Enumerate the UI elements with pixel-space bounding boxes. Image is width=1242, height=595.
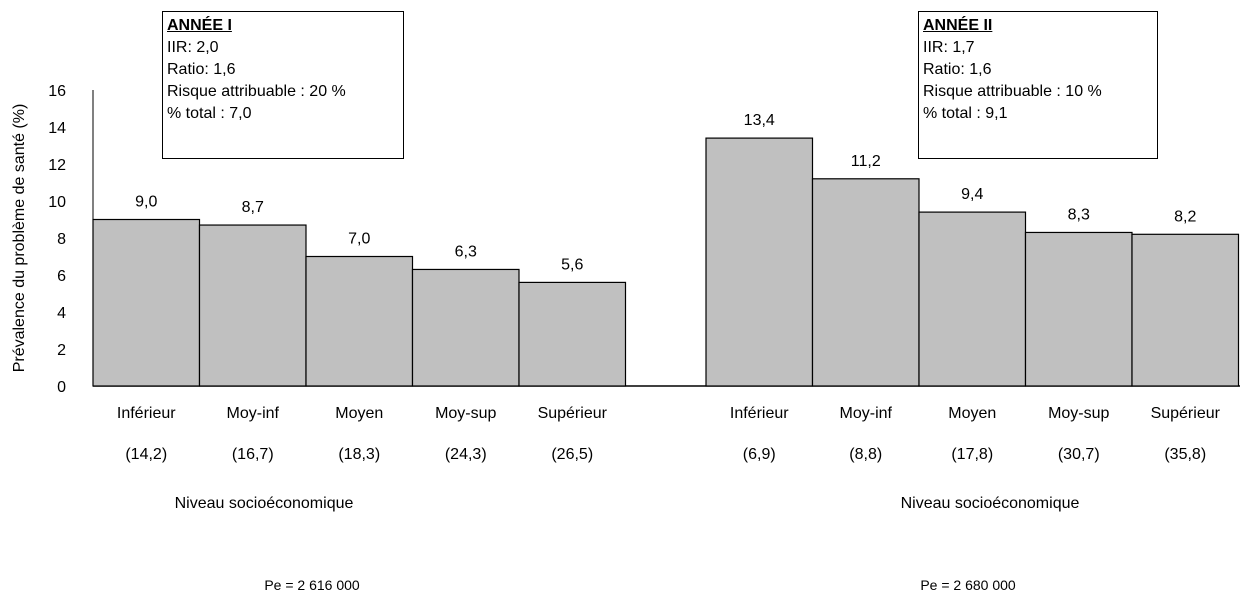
- y-axis-label: Prévalence du problème de santé (%): [11, 104, 28, 373]
- x-category-label: Moy-sup: [1048, 405, 1109, 422]
- bar: [811, 178, 920, 387]
- chart-labels: 9,0 Inférieur (14,2) 8,7 Moy-inf (16,7) 7,0 Moy…: [117, 112, 1221, 593]
- bar-value-label: 8,7: [242, 199, 264, 216]
- x-category-share: (18,3): [338, 446, 380, 463]
- x-category-label: Supérieur: [1151, 405, 1221, 422]
- x-category-label: Moyen: [948, 405, 996, 422]
- y-tick-label: 6: [57, 268, 66, 285]
- y-tick-label: 0: [57, 379, 66, 396]
- x-category-label: Inférieur: [730, 405, 789, 422]
- population-label: Pe = 2 616 000: [264, 577, 360, 593]
- bar: [198, 224, 307, 387]
- bar: [518, 281, 627, 387]
- bar-value-label: 13,4: [744, 112, 775, 129]
- bar-value-label: 8,3: [1068, 206, 1090, 223]
- info-iir: IIR: 1,7: [923, 39, 975, 56]
- info-ratio: Ratio: 1,6: [923, 61, 992, 78]
- bar-value-label: 5,6: [561, 256, 583, 273]
- x-category-label: Moy-inf: [227, 405, 280, 422]
- info-box-year-1: ANNÉE I IIR: 2,0 Ratio: 1,6 Risque attri…: [162, 11, 404, 159]
- bar: [705, 137, 814, 387]
- info-iir: IIR: 2,0: [167, 39, 219, 56]
- population-label: Pe = 2 680 000: [920, 577, 1016, 593]
- x-category-label: Moy-inf: [840, 405, 893, 422]
- info-attributable-risk: Risque attribuable : 20 %: [167, 83, 346, 100]
- x-category-share: (26,5): [551, 446, 593, 463]
- x-category-share: (6,9): [743, 446, 776, 463]
- y-tick-label: 16: [48, 83, 66, 100]
- y-tick-label: 8: [57, 231, 66, 248]
- x-axis-title: Niveau socioéconomique: [901, 495, 1080, 512]
- x-category-share: (17,8): [951, 446, 993, 463]
- bar: [1024, 231, 1133, 387]
- x-category-label: Moy-sup: [435, 405, 496, 422]
- x-category-share: (35,8): [1164, 446, 1206, 463]
- y-tick-label: 10: [48, 194, 66, 211]
- info-box-year-2: ANNÉE II IIR: 1,7 Ratio: 1,6 Risque attr…: [918, 11, 1158, 159]
- x-category-share: (30,7): [1058, 446, 1100, 463]
- x-category-share: (24,3): [445, 446, 487, 463]
- x-category-label: Inférieur: [117, 405, 176, 422]
- y-tick-label: 12: [48, 157, 66, 174]
- x-axis-title: Niveau socioéconomique: [175, 495, 354, 512]
- y-tick-label: 4: [57, 305, 66, 322]
- info-ratio: Ratio: 1,6: [167, 61, 236, 78]
- x-category-share: (16,7): [232, 446, 274, 463]
- bar-value-label: 9,4: [961, 186, 983, 203]
- info-box-title: ANNÉE II: [923, 17, 993, 34]
- bar-value-label: 6,3: [455, 243, 477, 260]
- bar-value-label: 8,2: [1174, 208, 1196, 225]
- bar-value-label: 11,2: [851, 153, 881, 170]
- chart-bars: [92, 137, 1240, 387]
- x-category-label: Supérieur: [538, 405, 608, 422]
- y-tick-label: 14: [48, 120, 66, 137]
- bar: [1131, 233, 1240, 387]
- bar-value-label: 9,0: [135, 194, 157, 211]
- bar: [92, 218, 201, 387]
- bar: [305, 255, 414, 387]
- info-box-title: ANNÉE I: [167, 17, 232, 34]
- info-total: % total : 9,1: [923, 105, 1008, 122]
- x-category-label: Moyen: [335, 405, 383, 422]
- info-total: % total : 7,0: [167, 105, 252, 122]
- x-category-share: (8,8): [849, 446, 882, 463]
- info-attributable-risk: Risque attribuable : 10 %: [923, 83, 1102, 100]
- bar-value-label: 7,0: [348, 231, 370, 248]
- bar: [918, 211, 1027, 387]
- y-tick-label: 2: [57, 342, 66, 359]
- x-category-share: (14,2): [125, 446, 167, 463]
- bar: [411, 268, 520, 387]
